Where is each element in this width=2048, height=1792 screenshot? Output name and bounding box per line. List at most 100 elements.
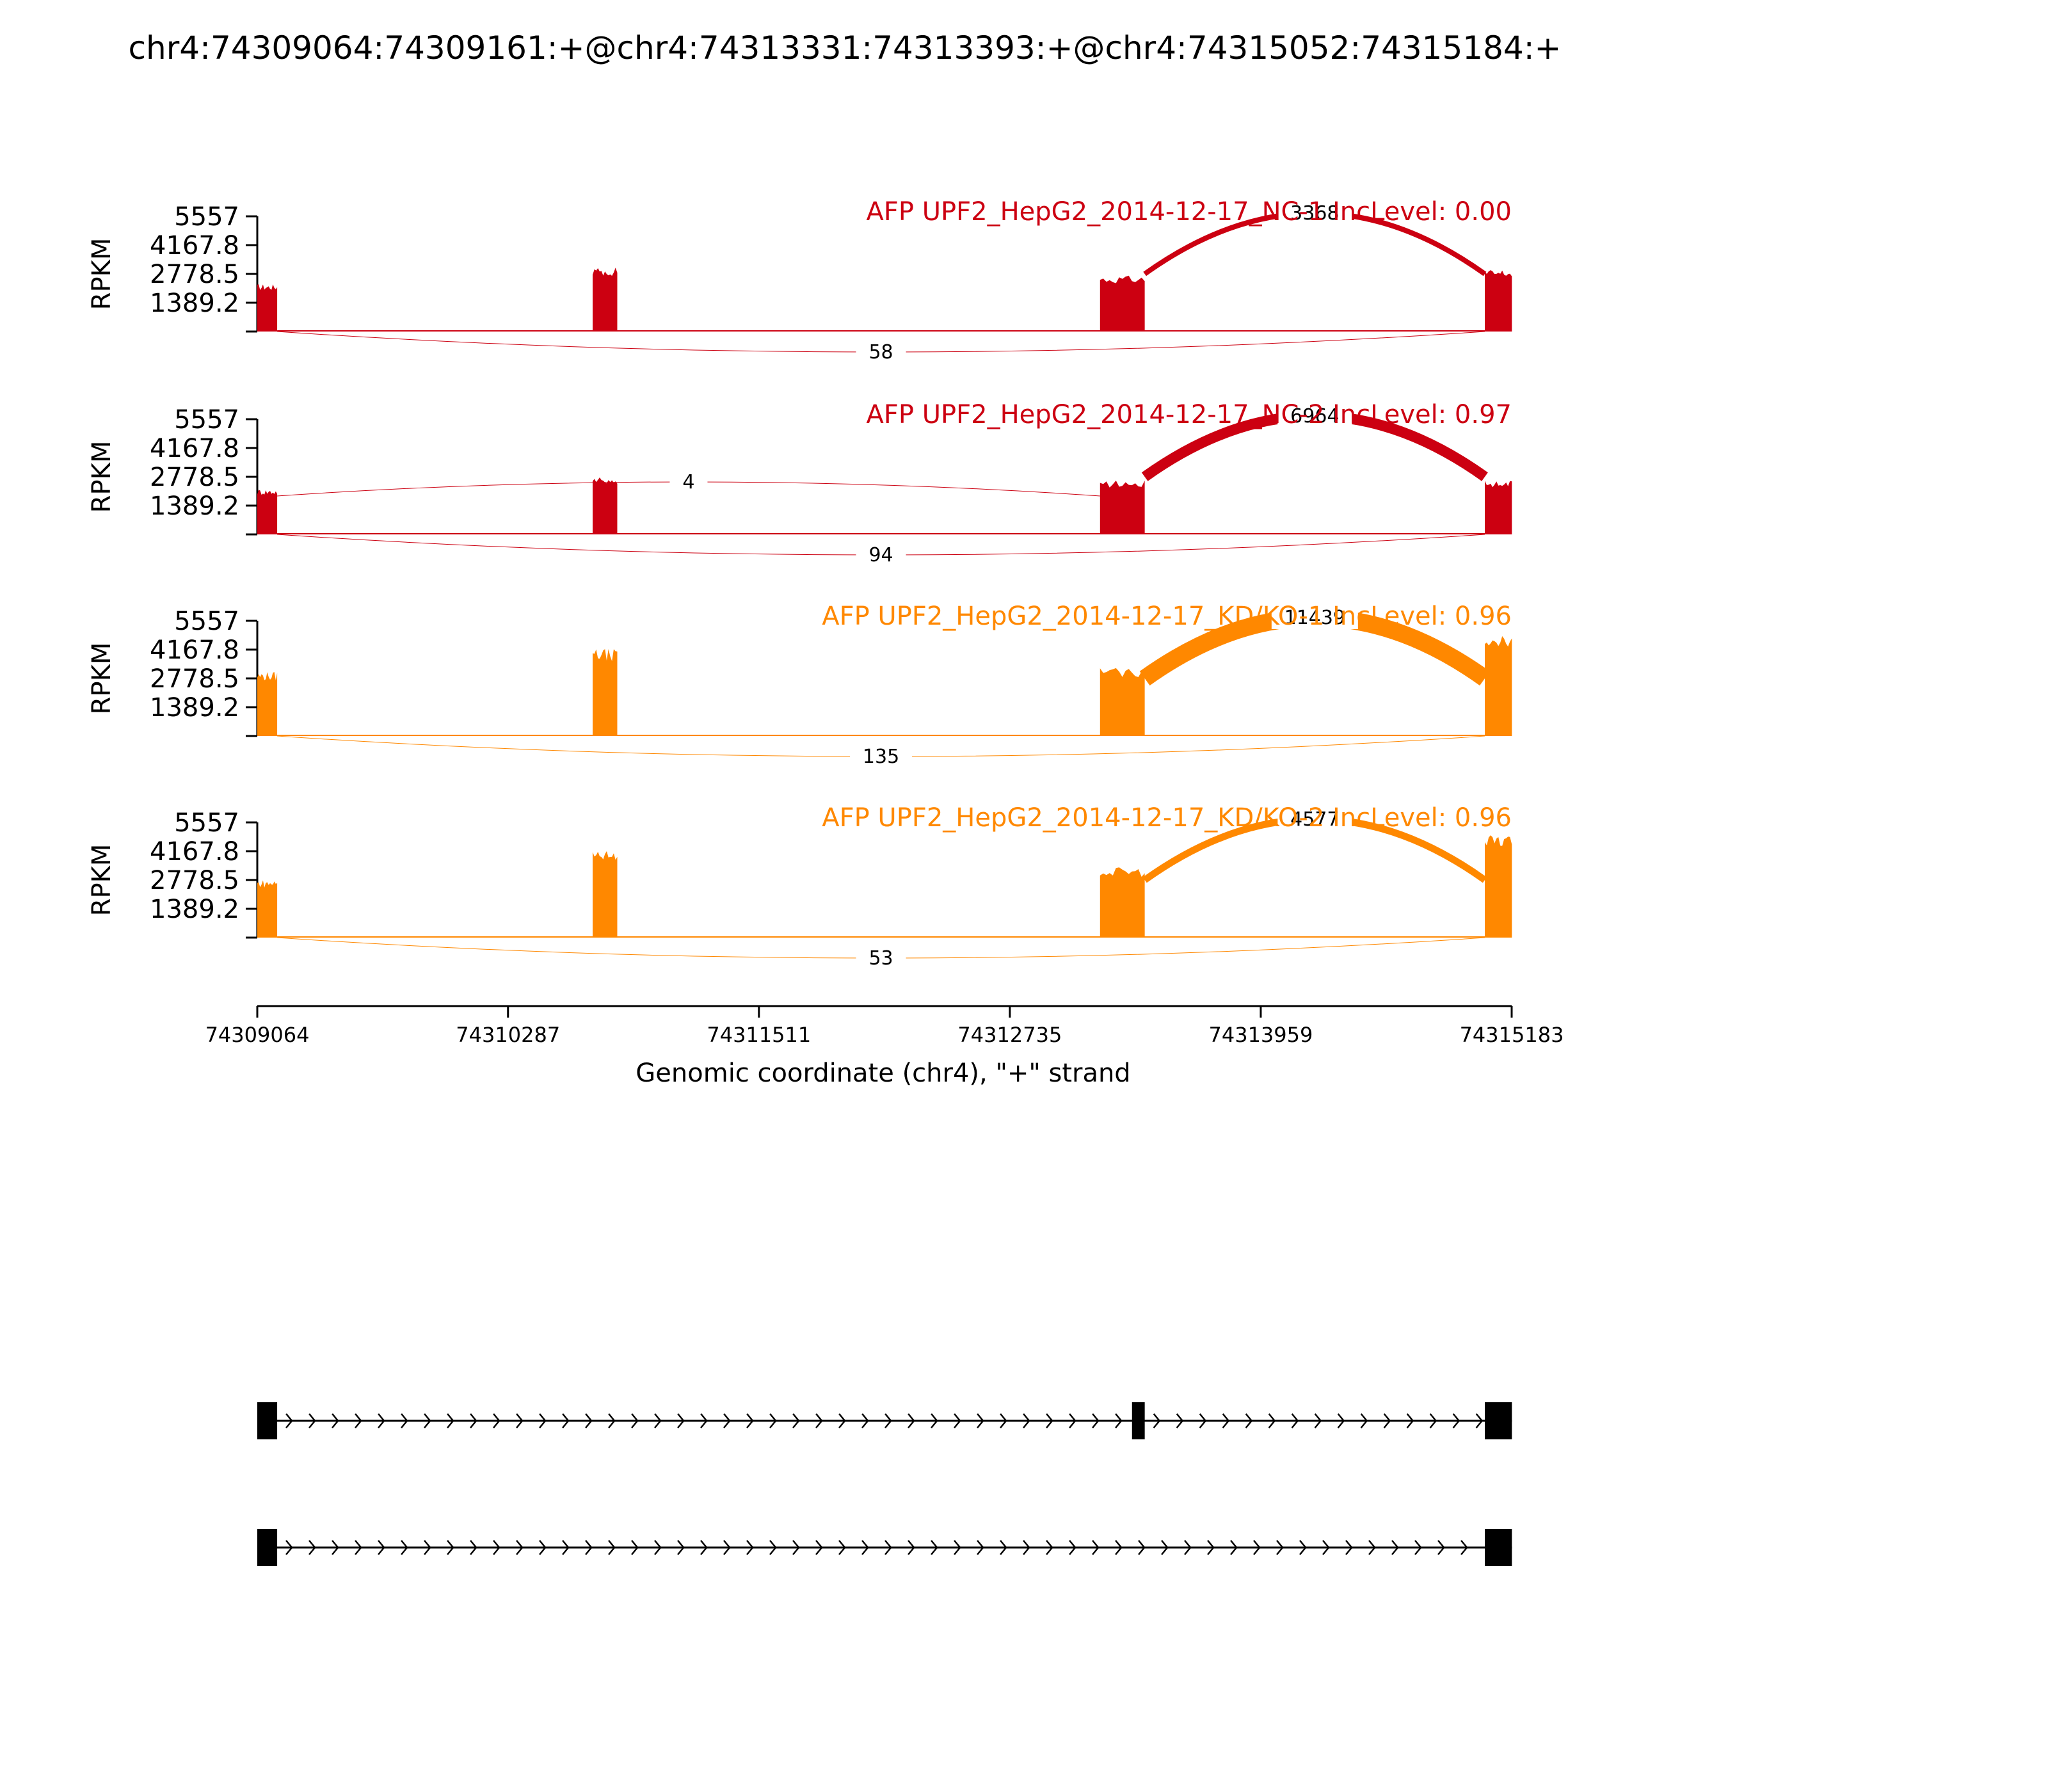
strand-chevron xyxy=(447,1540,454,1555)
strand-chevron xyxy=(1245,1413,1253,1428)
junction-label-bg xyxy=(1271,604,1358,629)
strand-chevron xyxy=(861,1413,869,1428)
x-axis-label: Genomic coordinate (chr4), "+" strand xyxy=(636,1059,1130,1088)
strand-chevron xyxy=(954,1413,961,1428)
strand-chevron xyxy=(1000,1413,1007,1428)
strand-chevron xyxy=(1391,1540,1399,1555)
y-tick-label: 2778.5 xyxy=(150,866,239,895)
y-tick-label: 1389.2 xyxy=(150,289,239,318)
strand-chevron xyxy=(608,1540,616,1555)
strand-chevron xyxy=(424,1413,431,1428)
strand-chevron xyxy=(308,1413,316,1428)
junction-count: 6964 xyxy=(1290,405,1339,428)
y-tick-label: 2778.5 xyxy=(150,260,239,289)
strand-chevron xyxy=(1452,1413,1460,1428)
strand-chevron xyxy=(931,1413,938,1428)
strand-chevron xyxy=(1268,1413,1276,1428)
exon-coverage xyxy=(1485,270,1512,332)
y-tick-label: 4167.8 xyxy=(150,434,239,463)
y-tick-label: 1389.2 xyxy=(150,492,239,521)
junction-label-bg xyxy=(850,742,913,768)
junction-label-bg xyxy=(856,338,906,364)
strand-chevron xyxy=(1138,1540,1146,1555)
strand-chevron xyxy=(723,1540,731,1555)
junction-label-bg xyxy=(1277,199,1352,225)
strand-chevron xyxy=(285,1413,293,1428)
strand-chevron xyxy=(1161,1540,1169,1555)
isoform-structures xyxy=(257,1402,1512,1566)
y-tick-label: 4167.8 xyxy=(150,636,239,665)
exon-coverage xyxy=(257,284,278,332)
strand-chevron xyxy=(723,1413,731,1428)
track-label: AFP UPF2_HepG2_2014-12-17_KD/KO-2 IncLev… xyxy=(822,803,1512,833)
strand-chevron xyxy=(1092,1413,1100,1428)
exon-coverage xyxy=(593,649,618,736)
y-tick-label: 5557 xyxy=(174,202,239,232)
strand-chevron xyxy=(1230,1540,1238,1555)
strand-chevron xyxy=(1437,1540,1445,1555)
strand-chevron xyxy=(424,1540,431,1555)
strand-chevron xyxy=(608,1413,616,1428)
strand-chevron xyxy=(954,1540,961,1555)
strand-chevron xyxy=(308,1540,316,1555)
strand-chevron xyxy=(401,1413,408,1428)
junction-label-bg xyxy=(856,944,906,970)
y-tick-label: 4167.8 xyxy=(150,231,239,260)
strand-chevron xyxy=(1337,1413,1345,1428)
junction-count: 58 xyxy=(868,341,893,364)
strand-chevron xyxy=(977,1540,984,1555)
exon-coverage xyxy=(1485,481,1512,534)
exon-coverage xyxy=(1100,867,1145,938)
strand-chevron xyxy=(908,1540,915,1555)
strand-chevron xyxy=(585,1413,593,1428)
y-tick-label: 2778.5 xyxy=(150,463,239,492)
isoform-2 xyxy=(257,1529,1512,1566)
strand-chevron xyxy=(470,1540,477,1555)
strand-chevron xyxy=(447,1413,454,1428)
y-tick-label: 5557 xyxy=(174,405,239,435)
strand-chevron xyxy=(355,1413,362,1428)
strand-chevron xyxy=(1069,1413,1076,1428)
y-tick-label: 1389.2 xyxy=(150,693,239,723)
strand-chevron xyxy=(654,1413,662,1428)
strand-chevron xyxy=(562,1540,570,1555)
strand-chevron xyxy=(931,1540,938,1555)
y-tick-label: 5557 xyxy=(174,607,239,636)
strand-chevron xyxy=(378,1540,385,1555)
exon-coverage xyxy=(1100,480,1145,534)
exon-coverage xyxy=(593,851,618,938)
exon-coverage xyxy=(1485,835,1512,938)
strand-chevron xyxy=(884,1413,892,1428)
strand-chevron xyxy=(746,1413,754,1428)
strand-chevron xyxy=(1199,1413,1207,1428)
strand-chevron xyxy=(585,1540,593,1555)
exon-block xyxy=(1485,1529,1512,1566)
strand-chevron xyxy=(1475,1413,1484,1428)
strand-chevron xyxy=(1023,1413,1030,1428)
strand-chevron xyxy=(401,1540,408,1555)
y-axis-label: RPKM xyxy=(87,238,116,310)
strand-chevron xyxy=(1276,1540,1284,1555)
exon-coverage xyxy=(1100,668,1145,736)
strand-chevron xyxy=(1046,1413,1053,1428)
exon-coverage xyxy=(257,490,278,534)
junction-count: 4 xyxy=(682,471,694,493)
strand-chevron xyxy=(1000,1540,1007,1555)
chart-title: chr4:74309064:74309161:+@chr4:74313331:7… xyxy=(129,29,1562,67)
y-tick-label: 2778.5 xyxy=(150,664,239,694)
strand-chevron xyxy=(1176,1413,1184,1428)
strand-chevron xyxy=(378,1413,385,1428)
junction-count: 135 xyxy=(863,746,899,768)
strand-chevron xyxy=(1299,1540,1307,1555)
strand-chevron xyxy=(792,1540,800,1555)
junction-label-bg xyxy=(1277,402,1352,428)
strand-chevron xyxy=(838,1413,846,1428)
strand-chevron xyxy=(539,1413,547,1428)
strand-chevron xyxy=(631,1540,639,1555)
strand-chevron xyxy=(1153,1413,1161,1428)
strand-chevron xyxy=(1092,1540,1100,1555)
strand-chevron xyxy=(838,1540,846,1555)
